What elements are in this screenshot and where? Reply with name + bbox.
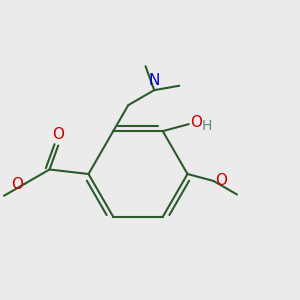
Text: O: O xyxy=(11,177,23,192)
Text: H: H xyxy=(201,118,212,133)
Text: O: O xyxy=(52,127,64,142)
Text: O: O xyxy=(190,116,202,130)
Text: N: N xyxy=(148,73,160,88)
Text: O: O xyxy=(215,173,227,188)
